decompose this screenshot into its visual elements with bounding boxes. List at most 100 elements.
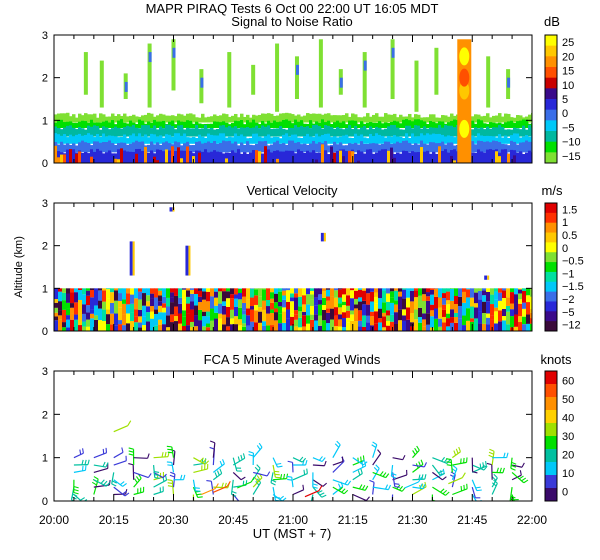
velocity-cell <box>206 291 211 302</box>
snr-cell <box>177 120 181 129</box>
snr-cell <box>228 140 232 153</box>
velocity-cell <box>262 321 267 326</box>
snr-cell <box>477 133 481 144</box>
snr-cell <box>366 149 370 163</box>
wind-barb-flag <box>256 445 261 450</box>
wind-barb-shaft <box>113 460 127 466</box>
snr-cell <box>450 135 454 144</box>
snr-cell <box>252 127 256 137</box>
snr-cell <box>138 119 142 129</box>
snr-cell <box>78 113 82 123</box>
velocity-panel-title: Vertical Velocity <box>246 183 338 198</box>
snr-cell <box>249 144 253 153</box>
snr-cell <box>450 113 454 123</box>
snr-cell <box>132 124 136 137</box>
snr-cell <box>315 121 319 129</box>
wind-barb-shaft <box>511 464 523 468</box>
snr-cell <box>168 150 172 163</box>
velocity-cell <box>294 319 299 327</box>
velocity-cell <box>490 319 495 331</box>
snr-cell <box>432 142 436 153</box>
velocity-cell <box>442 298 447 305</box>
wind-barb-flag <box>439 472 445 476</box>
velocity-cell <box>214 305 219 313</box>
velocity-cell <box>514 288 519 295</box>
snr-cell <box>288 127 292 137</box>
velocity-cell <box>294 297 299 311</box>
snr-cell <box>348 143 352 153</box>
velocity-cell <box>366 288 371 294</box>
snr-cell <box>135 116 139 123</box>
wind-barb-shaft <box>352 465 366 473</box>
snr-cell <box>393 120 397 129</box>
velocity-cell <box>338 307 343 315</box>
snr-cell <box>273 142 277 153</box>
snr-cell <box>171 146 175 163</box>
snr-cell <box>441 141 445 153</box>
wind-barb-flag <box>219 468 223 474</box>
snr-cell <box>288 136 292 144</box>
velocity-cell <box>430 304 435 311</box>
wind-barb-flag <box>167 485 173 488</box>
velocity-cell <box>286 288 291 291</box>
snr-cell <box>84 142 88 153</box>
snr-cell <box>234 120 238 129</box>
velocity-cell <box>470 297 475 307</box>
snr-cell <box>132 151 136 163</box>
wind-barb-flag <box>452 465 458 470</box>
snr-cell <box>306 133 310 144</box>
snr-cell <box>84 129 88 137</box>
velocity-cell <box>54 320 59 331</box>
snr-cell <box>423 143 427 153</box>
snr-cell <box>345 145 349 153</box>
snr-cell <box>150 133 154 144</box>
velocity-cell <box>230 298 235 310</box>
velocity-cell <box>322 291 327 298</box>
snr-cell <box>246 138 250 144</box>
velocity-cell <box>470 306 475 319</box>
velocity-cell <box>202 288 207 292</box>
snr-cell <box>72 114 76 123</box>
velocity-cell <box>134 298 139 310</box>
wind-barb-flag <box>382 472 387 477</box>
snr-cell <box>192 114 196 123</box>
wind-barb-flag <box>311 505 315 507</box>
wind-barb-flag <box>147 473 152 478</box>
snr-cell <box>414 114 418 123</box>
velocity-cell <box>182 289 187 300</box>
colorbar-cell <box>545 45 557 57</box>
velocity-cell <box>158 301 163 306</box>
velocity-cell <box>146 312 151 322</box>
snr-cell <box>102 142 106 153</box>
snr-cell <box>66 121 70 129</box>
velocity-cell <box>258 296 263 308</box>
snr-cell <box>123 113 127 123</box>
wind-barb-flag <box>248 451 254 454</box>
snr-cell <box>327 125 331 137</box>
wind-barb-flag <box>363 461 368 466</box>
snr-cell <box>453 137 457 144</box>
wind-barb-flag <box>84 459 87 465</box>
snr-cell <box>303 115 307 123</box>
snr-cell <box>369 149 373 163</box>
velocity-cell <box>474 288 479 293</box>
snr-cell <box>492 149 496 163</box>
velocity-cell <box>182 310 187 317</box>
velocity-cell <box>358 289 363 298</box>
snr-cell <box>60 119 64 129</box>
velocity-cell <box>430 288 435 290</box>
wind-barb-flag <box>241 502 246 504</box>
snr-cell <box>201 151 205 163</box>
velocity-cell <box>58 315 63 320</box>
snr-cell <box>162 114 166 123</box>
velocity-cell <box>78 289 83 300</box>
snr-cell <box>174 129 178 137</box>
velocity-cell <box>386 310 391 316</box>
wind-barb-flag <box>343 489 349 495</box>
snr-cell <box>147 121 151 129</box>
velocity-cell <box>494 307 499 312</box>
snr-cell <box>174 141 178 153</box>
snr-cell <box>369 133 373 144</box>
wind-barb-flag <box>216 470 220 476</box>
wind-barb-flag <box>302 484 305 490</box>
